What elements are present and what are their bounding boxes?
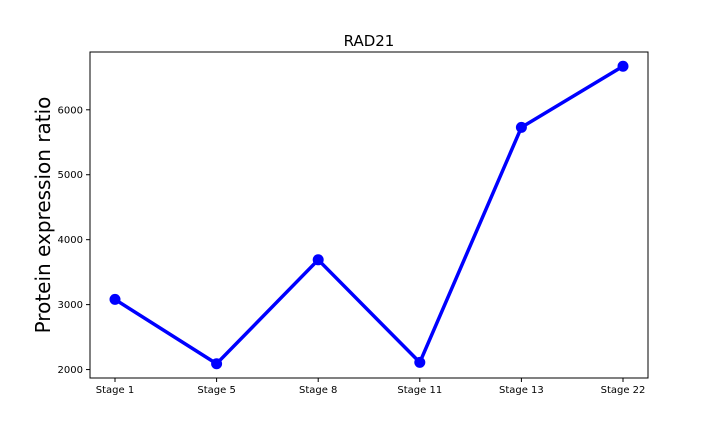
series-group [109,60,629,370]
data-point [617,60,629,72]
chart-title: RAD21 [344,32,395,50]
y-tick-label: 6000 [58,105,83,116]
x-tick-label: Stage 22 [601,385,646,396]
data-point [414,356,426,368]
axis-ticks: Stage 1 Stage 5 Stage 8 Stage 11 Stage 13 Sta… [58,105,646,396]
series-line [114,64,624,366]
y-axis-label: Protein expression ratio [31,97,55,334]
x-tick-label: Stage 1 [96,385,134,396]
x-tick-label: Stage 8 [299,385,337,396]
data-point [515,121,527,133]
y-tick-label: 2000 [58,365,83,376]
data-point [211,358,223,370]
y-tick-label: 3000 [58,300,83,311]
y-tick-label: 5000 [58,170,83,181]
x-tick-label: Stage 11 [397,385,442,396]
x-tick-label: Stage 13 [499,385,544,396]
data-point [312,254,324,266]
plot-frame [89,51,649,379]
x-tick-label: Stage 5 [197,385,235,396]
y-tick-label: 4000 [58,235,83,246]
data-point [109,293,121,305]
